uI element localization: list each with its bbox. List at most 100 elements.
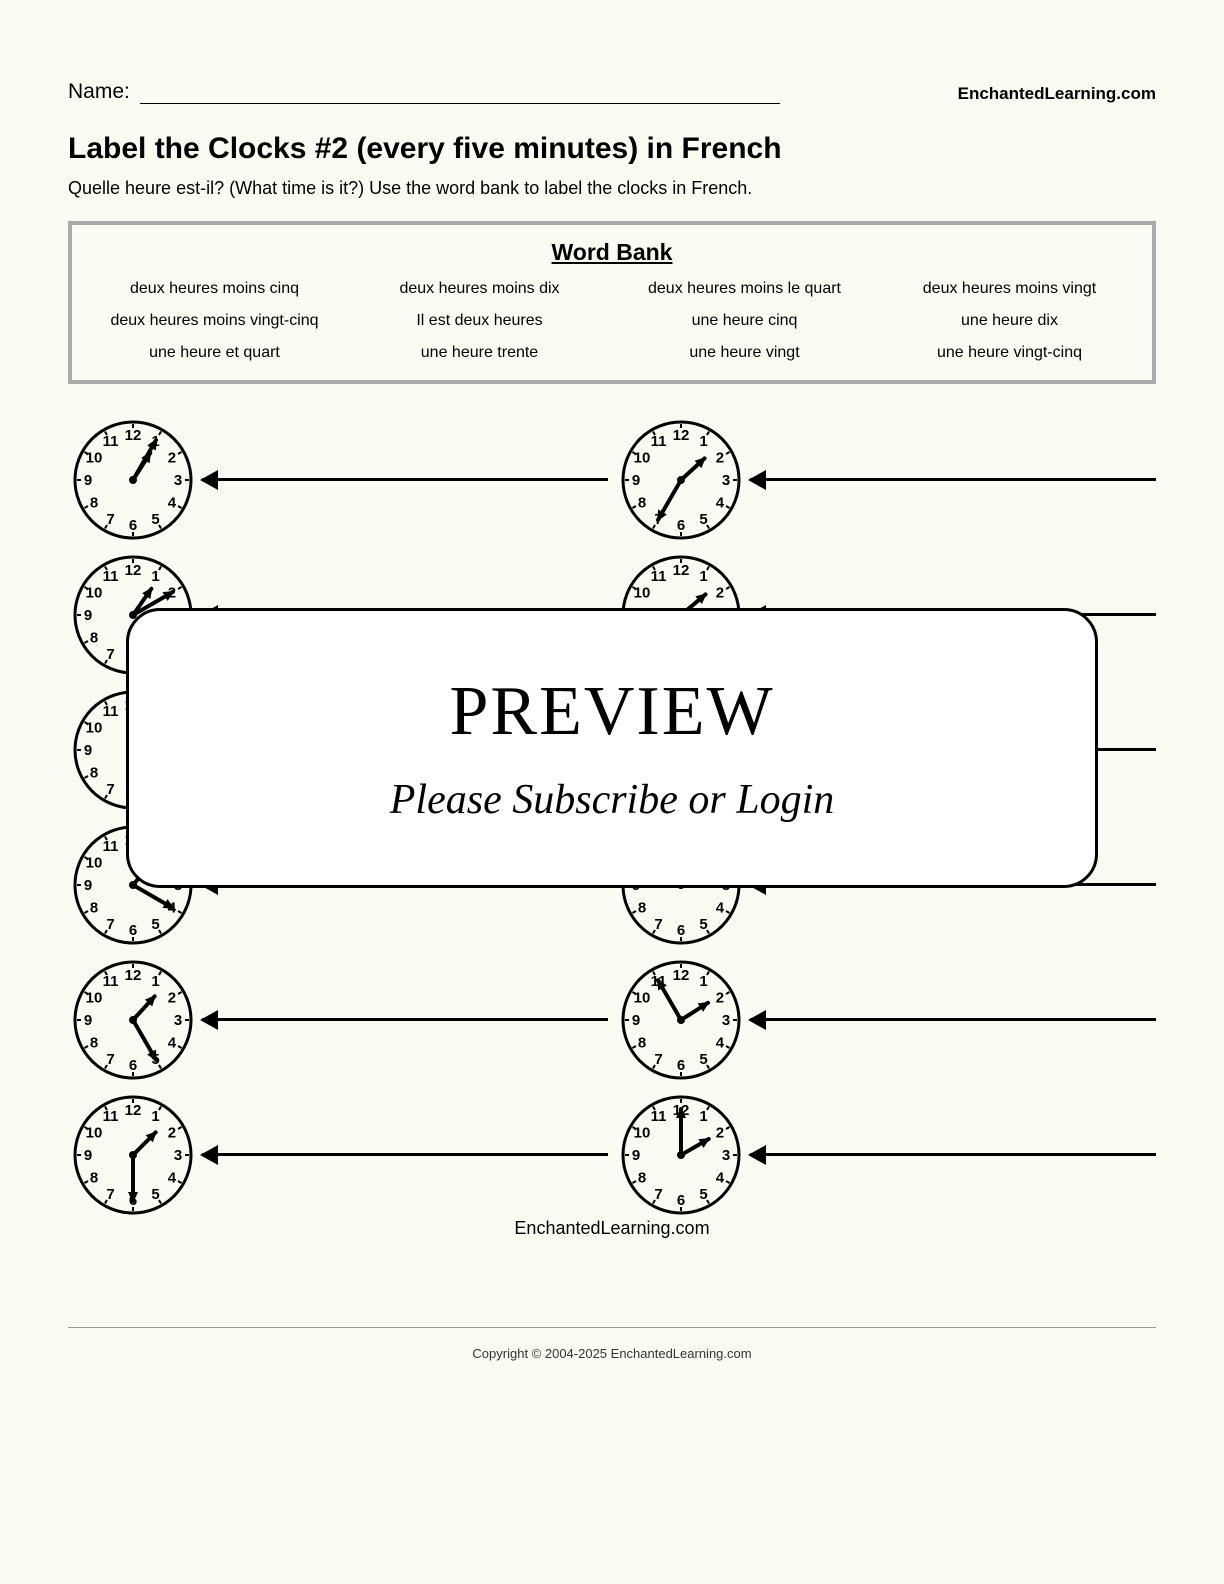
svg-text:6: 6 — [677, 922, 685, 939]
svg-text:1: 1 — [699, 433, 707, 450]
svg-text:3: 3 — [174, 1012, 182, 1029]
svg-text:10: 10 — [634, 1124, 651, 1141]
answer-line[interactable] — [750, 1018, 1156, 1021]
svg-text:10: 10 — [634, 449, 651, 466]
svg-text:4: 4 — [716, 1034, 725, 1051]
svg-text:4: 4 — [168, 494, 177, 511]
name-label: Name: — [68, 80, 130, 104]
svg-text:10: 10 — [86, 449, 103, 466]
svg-text:10: 10 — [634, 989, 651, 1006]
svg-text:12: 12 — [125, 967, 142, 984]
svg-text:9: 9 — [84, 472, 92, 489]
svg-text:2: 2 — [716, 449, 724, 466]
word-bank-item: deux heures moins dix — [347, 280, 612, 298]
word-bank-item: une heure vingt-cinq — [877, 344, 1142, 362]
svg-text:8: 8 — [90, 1169, 98, 1186]
clock-face: 123456789101112 — [616, 955, 746, 1085]
svg-text:8: 8 — [90, 764, 98, 781]
svg-text:1: 1 — [151, 1108, 159, 1125]
svg-text:11: 11 — [103, 838, 119, 855]
word-bank-item: deux heures moins le quart — [612, 280, 877, 298]
instructions: Quelle heure est-il? (What time is it?) … — [68, 178, 1156, 199]
svg-text:2: 2 — [168, 449, 176, 466]
svg-text:4: 4 — [716, 899, 725, 916]
word-bank-item: deux heures moins vingt-cinq — [82, 312, 347, 330]
svg-text:6: 6 — [129, 517, 137, 534]
svg-text:9: 9 — [84, 1147, 92, 1164]
header-row: Name: EnchantedLearning.com — [68, 80, 1156, 104]
word-bank-item: deux heures moins vingt — [877, 280, 1142, 298]
svg-text:6: 6 — [129, 922, 137, 939]
svg-text:10: 10 — [634, 584, 651, 601]
svg-text:4: 4 — [168, 1034, 177, 1051]
svg-text:1: 1 — [151, 973, 159, 990]
preview-overlay: PREVIEW Please Subscribe or Login — [126, 608, 1098, 888]
svg-text:1: 1 — [151, 568, 159, 585]
copyright: Copyright © 2004-2025 EnchantedLearning.… — [68, 1346, 1156, 1361]
svg-text:10: 10 — [86, 719, 103, 736]
word-bank-item: deux heures moins cinq — [82, 280, 347, 298]
svg-text:8: 8 — [638, 494, 646, 511]
svg-text:4: 4 — [168, 1169, 177, 1186]
word-bank-grid: deux heures moins cinqdeux heures moins … — [82, 280, 1142, 362]
svg-text:3: 3 — [174, 1147, 182, 1164]
svg-text:12: 12 — [125, 427, 142, 444]
svg-text:3: 3 — [722, 1147, 730, 1164]
name-input-line[interactable] — [140, 82, 780, 104]
svg-text:11: 11 — [103, 703, 119, 720]
word-bank-item: Il est deux heures — [347, 312, 612, 330]
svg-text:9: 9 — [632, 1012, 640, 1029]
svg-text:6: 6 — [677, 1192, 685, 1209]
svg-text:11: 11 — [103, 973, 119, 990]
svg-text:8: 8 — [90, 629, 98, 646]
svg-text:9: 9 — [632, 472, 640, 489]
answer-line[interactable] — [202, 1018, 608, 1021]
clock-face: 123456789101112 — [68, 1090, 198, 1220]
svg-text:11: 11 — [651, 1108, 667, 1125]
clock-row: 123456789101112 — [68, 1087, 608, 1222]
svg-text:1: 1 — [699, 568, 707, 585]
svg-text:1: 1 — [699, 1108, 707, 1125]
svg-text:10: 10 — [86, 854, 103, 871]
word-bank-item: une heure trente — [347, 344, 612, 362]
page-title: Label the Clocks #2 (every five minutes)… — [68, 132, 1156, 166]
svg-text:11: 11 — [651, 433, 667, 450]
svg-text:9: 9 — [84, 1012, 92, 1029]
word-bank-title: Word Bank — [82, 239, 1142, 266]
svg-text:9: 9 — [84, 742, 92, 759]
svg-text:6: 6 — [677, 1057, 685, 1074]
answer-line[interactable] — [202, 478, 608, 481]
answer-line[interactable] — [202, 1153, 608, 1156]
overlay-subtitle: Please Subscribe or Login — [390, 776, 834, 824]
svg-text:8: 8 — [638, 899, 646, 916]
svg-text:12: 12 — [125, 1102, 142, 1119]
svg-text:9: 9 — [632, 1147, 640, 1164]
svg-text:6: 6 — [677, 517, 685, 534]
svg-text:10: 10 — [86, 989, 103, 1006]
clock-face: 123456789101112 — [616, 415, 746, 545]
svg-text:2: 2 — [716, 989, 724, 1006]
svg-text:2: 2 — [716, 584, 724, 601]
svg-text:3: 3 — [174, 472, 182, 489]
word-bank-item: une heure vingt — [612, 344, 877, 362]
svg-text:8: 8 — [638, 1169, 646, 1186]
answer-line[interactable] — [750, 1153, 1156, 1156]
svg-text:12: 12 — [673, 562, 690, 579]
svg-text:10: 10 — [86, 1124, 103, 1141]
clock-row: 123456789101112 — [68, 952, 608, 1087]
clock-row: 123456789101112 — [68, 412, 608, 547]
divider — [68, 1327, 1156, 1328]
svg-text:1: 1 — [699, 973, 707, 990]
word-bank: Word Bank deux heures moins cinqdeux heu… — [68, 221, 1156, 384]
svg-text:8: 8 — [90, 1034, 98, 1051]
svg-text:9: 9 — [84, 877, 92, 894]
clock-face: 123456789101112 — [68, 955, 198, 1085]
answer-line[interactable] — [750, 478, 1156, 481]
svg-text:12: 12 — [673, 967, 690, 984]
svg-text:8: 8 — [90, 494, 98, 511]
word-bank-item: une heure dix — [877, 312, 1142, 330]
svg-text:11: 11 — [651, 568, 667, 585]
svg-text:11: 11 — [103, 568, 119, 585]
word-bank-item: une heure et quart — [82, 344, 347, 362]
clock-row: 123456789101112 — [616, 1087, 1156, 1222]
